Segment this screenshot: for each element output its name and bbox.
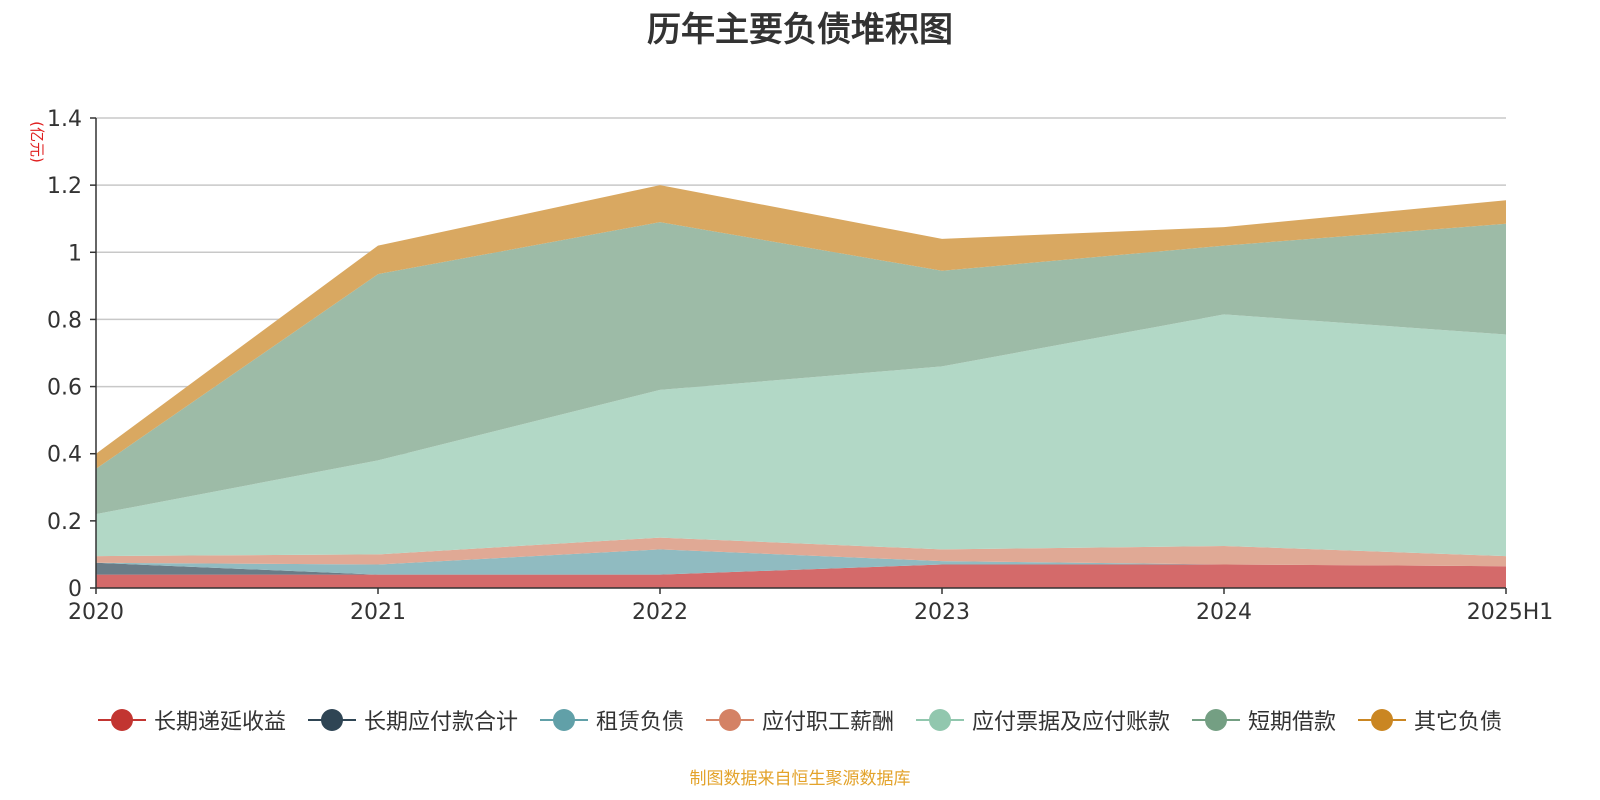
legend-label: 其它负债	[1414, 710, 1503, 735]
legend-marker	[1192, 707, 1241, 733]
legend-label: 长期应付款合计	[363, 710, 518, 735]
x-tick-label: 2022	[632, 600, 688, 625]
legend: 长期递延收益 长期应付款合计 租赁负债 应付职工薪酬 应付票据及应付账款 短期借款 其它负债	[0, 702, 1600, 738]
series-area-6[interactable]	[96, 185, 1506, 469]
legend-item-5[interactable]: 短期借款	[1192, 704, 1336, 736]
legend-item-0[interactable]: 长期递延收益	[97, 704, 286, 736]
source-note: 制图数据来自恒生聚源数据库	[689, 769, 911, 789]
y-tick-label: 0.4	[47, 443, 82, 468]
legend-marker	[539, 707, 588, 733]
legend-marker	[705, 707, 754, 733]
series-area-5[interactable]	[96, 222, 1506, 515]
legend-marker	[307, 707, 356, 733]
stacked-areas	[96, 185, 1506, 588]
x-tick-label: 2025H1	[1467, 600, 1554, 625]
series-area-1[interactable]	[96, 562, 1506, 575]
legend-item-6[interactable]: 其它负债	[1358, 704, 1502, 736]
x-tick-label: 2024	[1196, 600, 1252, 625]
y-tick-label: 1.4	[47, 107, 82, 132]
legend-label: 租赁负债	[595, 710, 684, 735]
x-tick-label: 2021	[350, 600, 406, 625]
y-tick-label: 0	[68, 577, 82, 602]
chart-canvas: 0 0.2 0.4 0.6 0.8 1 1.2 1.4 2020 2021 2022 2023 2024…	[28, 107, 1553, 625]
legend-item-4[interactable]: 应付票据及应付账款	[916, 704, 1170, 736]
series-area-4[interactable]	[96, 314, 1506, 557]
legend-marker	[1358, 707, 1407, 733]
y-tick-label: 1.2	[47, 174, 82, 199]
y-tick-label: 0.2	[47, 510, 82, 535]
legend-marker	[97, 707, 146, 733]
y-axis-label: (亿元)	[28, 121, 46, 163]
legend-label: 短期借款	[1248, 710, 1337, 735]
legend-item-3[interactable]: 应付职工薪酬	[705, 704, 894, 736]
legend-label: 应付职工薪酬	[761, 710, 894, 735]
axes: 0 0.2 0.4 0.6 0.8 1 1.2 1.4 2020 2021 2022 2023 2024…	[47, 107, 1553, 625]
legend-label: 应付票据及应付账款	[972, 710, 1171, 735]
x-tick-label: 2023	[914, 600, 970, 625]
x-tick-label: 2020	[68, 600, 124, 625]
legend-item-1[interactable]: 长期应付款合计	[307, 704, 518, 736]
y-tick-label: 0.8	[47, 308, 82, 333]
series-area-2[interactable]	[96, 549, 1506, 575]
chart-title: 历年主要负债堆积图	[647, 10, 953, 50]
series-area-0[interactable]	[96, 564, 1506, 589]
legend-marker	[916, 707, 964, 733]
legend-label: 长期递延收益	[153, 710, 286, 735]
series-area-3[interactable]	[96, 537, 1506, 567]
legend-item-2[interactable]: 租赁负债	[539, 704, 684, 736]
y-tick-label: 1	[68, 241, 82, 266]
y-tick-label: 0.6	[47, 376, 82, 401]
